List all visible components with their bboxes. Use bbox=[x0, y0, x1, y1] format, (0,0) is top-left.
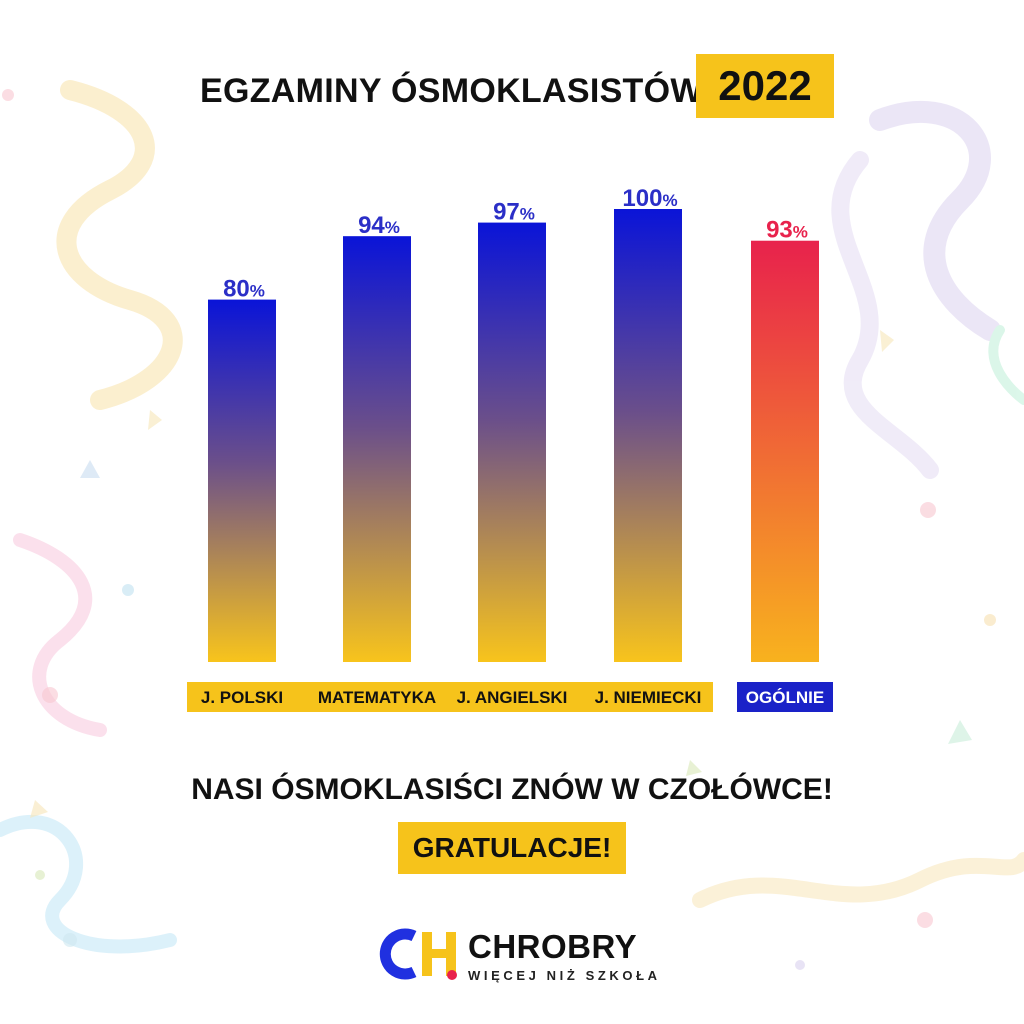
category-label-3: J. ANGIELSKI bbox=[457, 688, 568, 707]
data-label-2: 94% bbox=[358, 212, 400, 239]
bar-2 bbox=[343, 236, 411, 662]
logo-mark-icon bbox=[379, 928, 457, 980]
data-label-5: 93% bbox=[766, 217, 808, 244]
logo-tagline: WIĘCEJ NIŻ SZKOŁA bbox=[468, 968, 661, 983]
bar-4 bbox=[614, 209, 682, 662]
data-label-4: 100% bbox=[622, 185, 677, 212]
congrats-badge: GRATULACJE! bbox=[398, 822, 626, 874]
school-logo[interactable]: CHROBRY WIĘCEJ NIŻ SZKOŁA bbox=[374, 924, 674, 988]
category-label-5: OGÓLNIE bbox=[746, 688, 824, 707]
category-label-4: J. NIEMIECKI bbox=[595, 688, 702, 707]
year-badge: 2022 bbox=[696, 54, 834, 118]
category-band-subjects bbox=[187, 682, 713, 712]
bar-1 bbox=[208, 299, 276, 662]
category-label-2: MATEMATYKA bbox=[318, 688, 436, 707]
chart-title: EGZAMINY ÓSMOKLASISTÓW bbox=[200, 72, 703, 110]
bar-5 bbox=[751, 240, 819, 662]
bar-3 bbox=[478, 222, 546, 662]
logo-name: CHROBRY bbox=[468, 928, 638, 965]
category-band-overall bbox=[737, 682, 833, 712]
data-label-3: 97% bbox=[493, 199, 535, 226]
data-label-1: 80% bbox=[223, 276, 265, 303]
category-label-1: J. POLSKI bbox=[201, 688, 283, 707]
slogan: NASI ÓSMOKLASIŚCI ZNÓW W CZOŁÓWCE! bbox=[191, 773, 833, 806]
